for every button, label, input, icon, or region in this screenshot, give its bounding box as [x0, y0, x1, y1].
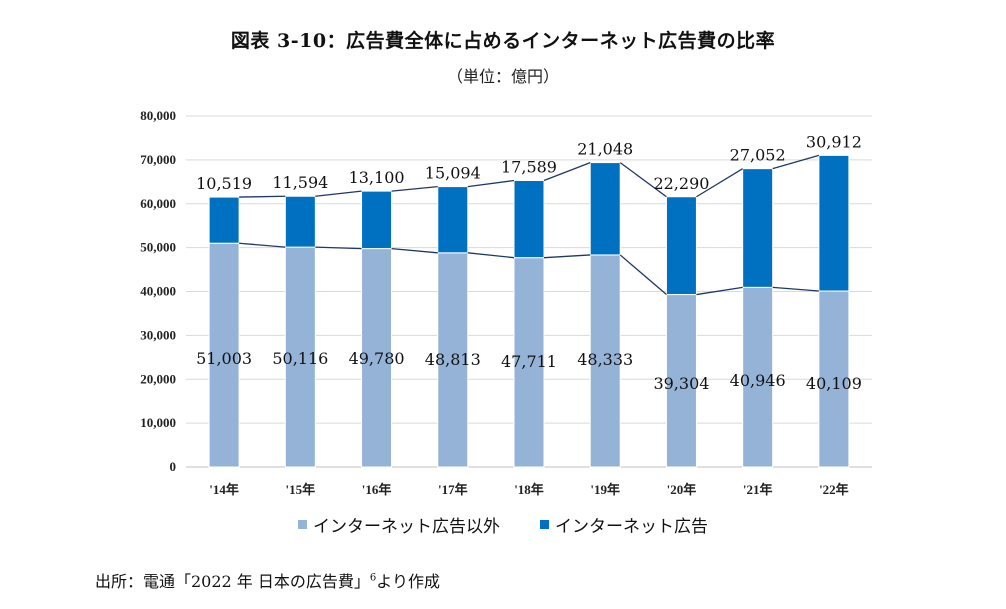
series-line-non-internet: [696, 286, 743, 296]
series-line-non-internet: [772, 286, 819, 292]
x-tick-label: '14年: [209, 482, 239, 497]
x-tick-label: '22年: [819, 482, 849, 497]
data-label-non-internet: 40,109: [806, 374, 862, 393]
legend-label-non-internet: インターネット広告以外: [313, 517, 500, 537]
bar-non-internet: [818, 290, 850, 468]
bar-internet: [818, 154, 850, 292]
series-line-internet: [239, 195, 286, 198]
data-label-non-internet: 49,780: [349, 349, 405, 368]
data-label-internet: 10,519: [196, 174, 252, 193]
y-tick-label: 50,000: [140, 240, 176, 255]
data-label-internet: 11,594: [272, 173, 328, 192]
series-line-non-internet: [543, 254, 591, 259]
source-prefix: 出所：電通「2022 年 日本の広告費」: [95, 572, 370, 591]
series-lines: [239, 154, 820, 296]
y-tick-label: 20,000: [140, 371, 176, 386]
bar-non-internet: [665, 294, 697, 468]
legend-label-internet: インターネット広告: [555, 517, 708, 537]
data-label-internet: 15,094: [425, 164, 481, 183]
chart-subtitle: （単位：億円）: [446, 67, 559, 86]
data-label-internet: 17,589: [501, 157, 557, 176]
bar-non-internet: [513, 257, 545, 468]
x-tick-label: '16年: [362, 482, 392, 497]
data-label-non-internet: 40,946: [730, 371, 786, 390]
bar-internet: [589, 162, 621, 256]
y-axis: 0 10,000 20,000 30,000 40,000 50,000 60,000 70,…: [140, 108, 176, 474]
y-tick-label: 60,000: [140, 196, 176, 211]
data-label-internet: 13,100: [349, 168, 405, 187]
series-line-internet: [543, 161, 591, 182]
bar-non-internet: [284, 246, 316, 468]
data-label-internet: 30,912: [806, 132, 862, 151]
y-tick-label: 30,000: [140, 327, 176, 342]
x-tick-label: '15年: [286, 482, 316, 497]
bar-internet: [513, 179, 545, 259]
series-line-non-internet: [619, 254, 667, 296]
bars: [208, 154, 850, 468]
series-line-internet: [467, 179, 515, 188]
x-tick-label: '20年: [667, 482, 697, 497]
data-label-non-internet: 50,116: [272, 349, 328, 368]
series-line-internet: [619, 162, 667, 198]
source-suffix: より作成: [376, 572, 440, 591]
data-label-internet: 27,052: [730, 146, 786, 165]
data-label-non-internet: 48,813: [425, 350, 481, 369]
x-tick-label: '19年: [590, 482, 620, 497]
data-label-internet: 22,290: [653, 174, 709, 193]
bar-non-internet: [742, 286, 774, 468]
bar-internet: [361, 190, 393, 250]
series-line-non-internet: [467, 252, 515, 259]
data-labels: 51,003 10,519 50,116 11,594 49,780 13,100 48,8…: [196, 132, 862, 393]
series-line-internet: [696, 168, 744, 198]
data-label-non-internet: 48,333: [577, 350, 633, 369]
y-tick-label: 80,000: [140, 108, 176, 123]
bar-non-internet: [208, 242, 240, 468]
bar-internet: [284, 195, 316, 248]
footnote-marker: 6: [369, 572, 377, 584]
legend: インターネット広告以外 インターネット広告: [0, 512, 1006, 537]
series-line-non-internet: [315, 246, 362, 250]
data-label-non-internet: 39,304: [653, 374, 709, 393]
x-tick-label: '17年: [438, 482, 468, 497]
data-label-internet: 21,048: [577, 140, 633, 159]
x-tick-label: '21年: [743, 482, 773, 497]
series-line-internet: [391, 185, 438, 192]
bar-internet: [208, 196, 240, 244]
data-label-non-internet: 51,003: [196, 349, 252, 368]
bar-internet: [665, 196, 697, 296]
legend-item-non-internet: インターネット広告以外: [298, 512, 500, 537]
legend-item-internet: インターネット広告: [540, 512, 708, 537]
bar-non-internet: [437, 252, 469, 468]
x-axis: '14年 '15年 '16年 '17年 '18年 '19年 '20年 '21年 '22年: [209, 482, 848, 497]
bar-non-internet: [361, 248, 393, 468]
y-tick-label: 10,000: [140, 415, 176, 430]
data-label-non-internet: 47,711: [501, 352, 557, 371]
chart-title: 図表 3-10：広告費全体に占めるインターネット広告費の比率: [230, 30, 776, 52]
y-tick-label: 0: [170, 459, 177, 474]
bar-internet: [742, 168, 774, 288]
bar-internet: [437, 186, 469, 254]
series-line-non-internet: [239, 242, 286, 248]
series-line-internet: [772, 154, 820, 170]
x-tick-label: '18年: [514, 482, 544, 497]
legend-swatch-internet: [540, 520, 549, 529]
y-tick-label: 70,000: [140, 152, 176, 167]
y-tick-label: 40,000: [140, 284, 176, 299]
series-line-internet: [315, 190, 362, 197]
source-note: 出所：電通「2022 年 日本の広告費」6より作成: [95, 568, 440, 592]
bar-non-internet: [589, 254, 621, 468]
series-line-non-internet: [391, 247, 438, 254]
legend-swatch-non-internet: [298, 520, 307, 529]
